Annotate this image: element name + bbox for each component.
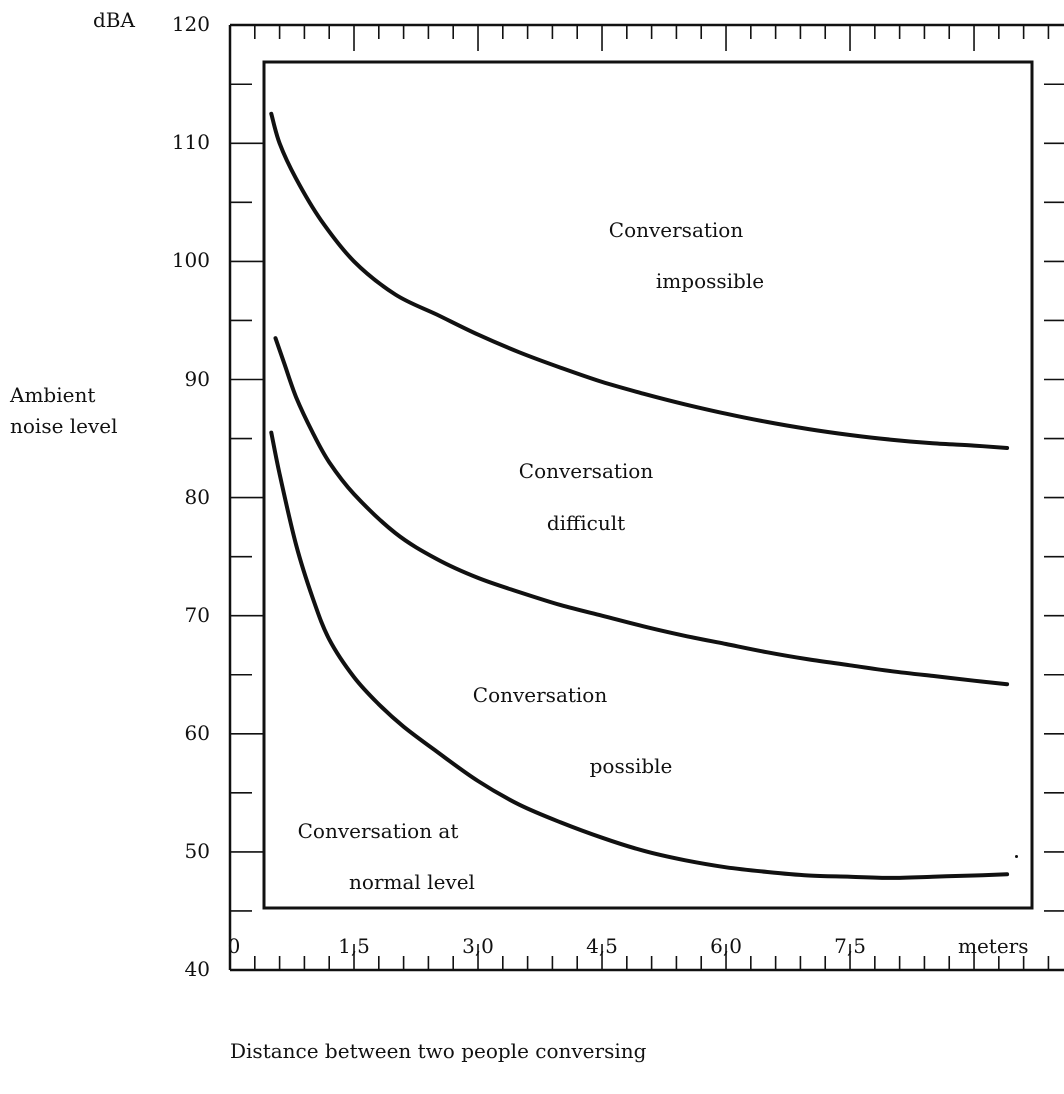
curve-normal-boundary: [269, 430, 1010, 880]
y-tick-label: 50: [184, 838, 210, 863]
x-tick-label: 0: [227, 934, 241, 958]
curves-group: [269, 111, 1010, 880]
x-axis-label: Distance between two people conversing: [230, 1039, 647, 1063]
curve-impossible-boundary: [269, 111, 1010, 450]
y-tick-label: 100: [171, 248, 210, 273]
y-tick-label: 120: [171, 12, 210, 37]
y-tick-label: 70: [184, 602, 210, 627]
region-impossible-line-2: impossible: [655, 269, 765, 293]
axis-ticks: [229, 24, 1064, 971]
y-axis-label-line-1: Ambient: [10, 383, 96, 407]
x-tick-label: 1,5: [338, 934, 370, 958]
y-tick-label: 110: [171, 130, 210, 155]
x-tick-label: 7,5: [834, 934, 866, 958]
x-tick-label: 4,5: [586, 934, 618, 958]
y-tick-label: 90: [184, 366, 210, 391]
stray-dot-mark: [1015, 855, 1018, 858]
x-tick-label: 3,0: [462, 934, 494, 958]
y-tick-label: 80: [184, 484, 210, 509]
region-difficult-line-2: difficult: [546, 511, 626, 535]
curve-difficult-boundary: [273, 336, 1010, 687]
region-possible-line-2: possible: [589, 754, 673, 778]
region-difficult-line-1: Conversation: [518, 459, 654, 483]
region-possible-line-1: Conversation: [472, 683, 608, 707]
x-tick-label: 6,0: [710, 934, 742, 958]
y-unit-label: dBA: [93, 8, 135, 32]
y-tick-label: 60: [184, 720, 210, 745]
y-tick-label: 40: [184, 957, 210, 981]
region-normal-line-1: Conversation at: [297, 819, 459, 843]
inner-frame: [262, 60, 1034, 910]
region-impossible-line-1: Conversation: [608, 218, 744, 242]
region-normal-line-2: normal level: [349, 870, 475, 894]
x-unit-label: meters: [958, 934, 1029, 958]
y-axis-label-line-2: noise level: [10, 414, 118, 438]
